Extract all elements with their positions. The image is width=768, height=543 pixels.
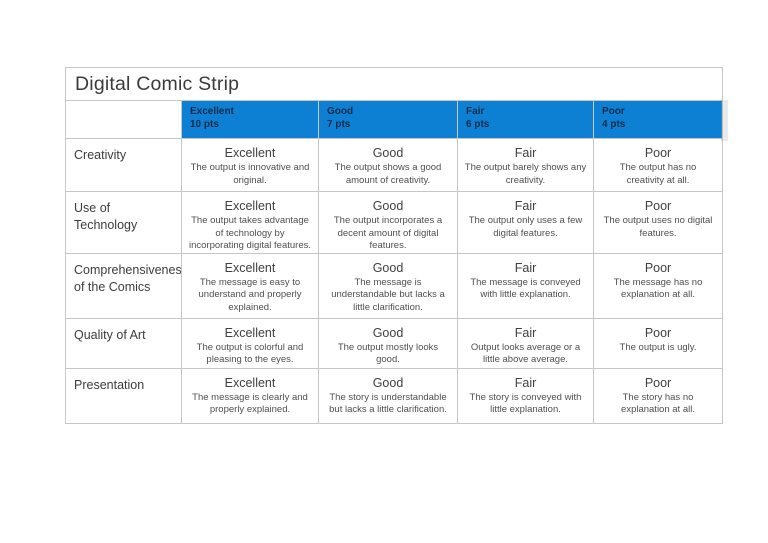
cell-text: The message is clearly and properly expl… — [192, 391, 308, 416]
criterion-row-comprehensiveness: Comprehensiveness of the Comics Excellen… — [65, 252, 724, 319]
cell-text: The message is conveyed with little expl… — [470, 276, 581, 301]
criterion-label: Use of Technology — [65, 191, 182, 254]
header-shadow-artifact — [721, 100, 728, 141]
cell-text: The output incorporates a decent amount … — [333, 215, 443, 251]
cell-heading: Excellent — [224, 146, 276, 160]
rubric-cell: Poor The story has no explanation at all… — [592, 367, 724, 424]
level-points: 4 pts — [602, 119, 626, 130]
rubric-cell: Good The output mostly looks good. — [318, 317, 458, 369]
level-header-excellent: Excellent 10 pts — [181, 100, 319, 139]
rubric-cell: Fair The message is conveyed with little… — [457, 252, 594, 319]
cell-heading: Good — [372, 199, 404, 213]
cell-text: The output mostly looks good. — [337, 341, 439, 366]
rubric-cell: Good The output shows a good amount of c… — [318, 138, 458, 192]
level-points: 10 pts — [190, 119, 219, 130]
rubric-cell: Good The story is understandable but lac… — [318, 367, 458, 424]
criterion-row-presentation: Presentation Excellent The message is cl… — [65, 367, 724, 424]
level-name: Excellent — [190, 106, 234, 117]
cell-text: The output takes advantage of technology… — [189, 215, 311, 251]
rubric-cell: Fair The story is conveyed with little e… — [457, 367, 594, 424]
cell-heading: Fair — [514, 325, 537, 340]
rubric-cell: Good The output incorporates a decent am… — [318, 191, 458, 254]
criterion-label: Quality of Art — [65, 317, 182, 369]
corner-cell — [65, 100, 182, 139]
cell-heading: Fair — [514, 199, 537, 213]
level-name: Poor — [602, 106, 625, 117]
rubric-cell: Fair The output barely shows any creativ… — [457, 138, 594, 192]
criterion-label: Comprehensiveness of the Comics — [65, 252, 182, 319]
cell-heading: Fair — [514, 375, 537, 390]
cell-heading: Poor — [644, 375, 672, 390]
cell-text: The message is understandable but lacks … — [331, 276, 445, 313]
cell-heading: Good — [372, 325, 404, 340]
cell-text: The story is conveyed with little explan… — [469, 391, 582, 416]
cell-text: The output only uses a few digital featu… — [468, 215, 583, 239]
cell-text: The output barely shows any creativity. — [464, 162, 587, 186]
criterion-label: Presentation — [65, 367, 182, 424]
rubric-table-container: Digital Comic Strip Excellent 10 pts Goo… — [64, 67, 728, 424]
cell-heading: Good — [372, 260, 404, 275]
rubric-cell: Fair The output only uses a few digital … — [457, 191, 594, 254]
criterion-row-creativity: Creativity Excellent The output is innov… — [65, 138, 724, 192]
rubric-cell: Poor The message has no explanation at a… — [592, 252, 724, 319]
cell-heading: Poor — [644, 199, 672, 213]
level-header-fair: Fair 6 pts — [457, 100, 594, 139]
level-header-row: Excellent 10 pts Good 7 pts Fair 6 pts P… — [65, 100, 724, 139]
level-name: Good — [327, 106, 354, 117]
cell-text: The output is colorful and pleasing to t… — [196, 341, 304, 366]
cell-heading: Poor — [644, 325, 672, 340]
rubric-cell: Poor The output uses no digital features… — [592, 191, 724, 254]
rubric-cell: Fair Output looks average or a little ab… — [457, 317, 594, 369]
cell-text: The message has no explanation at all. — [613, 276, 703, 301]
rubric-cell: Good The message is understandable but l… — [318, 252, 458, 319]
cell-heading: Poor — [644, 146, 672, 160]
title-row: Digital Comic Strip — [64, 67, 724, 101]
criterion-row-quality-of-art: Quality of Art Excellent The output is c… — [65, 317, 724, 369]
rubric-title: Digital Comic Strip — [64, 67, 724, 101]
cell-heading: Excellent — [224, 375, 276, 390]
cell-heading: Fair — [514, 146, 537, 160]
cell-heading: Good — [372, 375, 404, 390]
cell-text: The output uses no digital features. — [603, 215, 713, 239]
rubric-cell: Poor The output is ugly. — [592, 317, 724, 369]
cell-heading: Excellent — [224, 325, 276, 340]
criterion-row-use-of-technology: Use of Technology Excellent The output t… — [65, 191, 724, 254]
rubric-table: Digital Comic Strip Excellent 10 pts Goo… — [64, 67, 724, 424]
level-header-good: Good 7 pts — [318, 100, 458, 139]
cell-text: The output shows a good amount of creati… — [334, 162, 442, 186]
cell-heading: Fair — [514, 260, 537, 275]
cell-text: The message is easy to understand and pr… — [198, 276, 302, 313]
cell-heading: Good — [372, 146, 404, 160]
cell-heading: Excellent — [224, 260, 276, 275]
rubric-cell: Excellent The output is colorful and ple… — [181, 317, 319, 369]
rubric-cell: Excellent The message is clearly and pro… — [181, 367, 319, 424]
level-header-poor: Poor 4 pts — [592, 100, 724, 139]
level-points: 6 pts — [466, 119, 490, 130]
cell-heading: Excellent — [224, 199, 276, 213]
level-points: 7 pts — [327, 119, 351, 130]
cell-heading: Poor — [644, 260, 672, 275]
cell-text: The story is understandable but lacks a … — [329, 391, 447, 416]
cell-text: The output is ugly. — [619, 341, 697, 353]
cell-text: The output has no creativity at all. — [619, 162, 697, 186]
rubric-cell: Excellent The output takes advantage of … — [181, 191, 319, 254]
criterion-label: Creativity — [65, 138, 182, 192]
level-name: Fair — [466, 106, 485, 117]
rubric-cell: Excellent The output is innovative and o… — [181, 138, 319, 192]
rubric-cell: Excellent The message is easy to underst… — [181, 252, 319, 319]
cell-text: The story has no explanation at all. — [621, 391, 695, 416]
cell-text: Output looks average or a little above a… — [470, 341, 581, 366]
rubric-cell: Poor The output has no creativity at all… — [592, 138, 724, 192]
cell-text: The output is innovative and original. — [190, 162, 310, 186]
